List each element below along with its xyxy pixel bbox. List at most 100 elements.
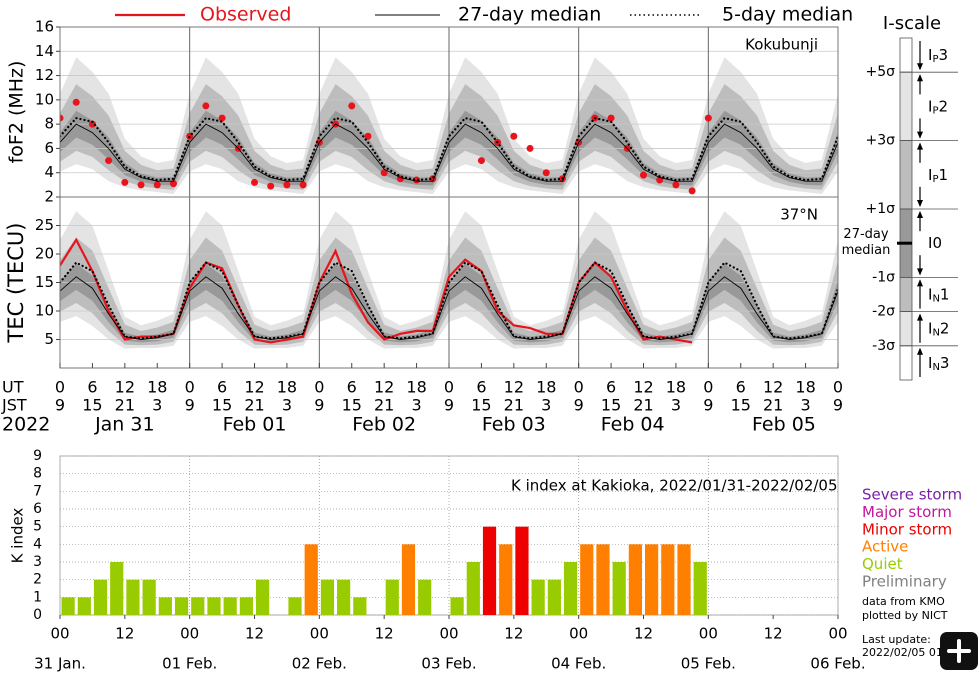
year-label: 2022 <box>2 414 50 436</box>
region-label-sub: N <box>932 294 939 305</box>
region-label-main: I <box>928 234 932 252</box>
x-tick-label: 00 <box>699 625 718 643</box>
jst-tick-label: 3 <box>541 396 551 415</box>
bar <box>628 544 642 615</box>
y-tick-label: 2 <box>33 572 42 588</box>
y-tick-label: 9 <box>33 448 42 464</box>
region-label-main: I <box>928 165 932 183</box>
jst-tick-label: 21 <box>633 396 653 415</box>
jst-tick-label: 15 <box>471 396 491 415</box>
bar <box>547 579 561 615</box>
y-tick-label: 10 <box>35 302 54 320</box>
region-label-sub: P <box>932 174 938 185</box>
arrow-head <box>917 74 923 139</box>
jst-tick-label: 15 <box>212 396 232 415</box>
note: plotted by NICT <box>862 609 948 622</box>
jst-tick-label: 9 <box>185 396 195 415</box>
observed-point <box>688 187 696 195</box>
bar <box>385 579 399 615</box>
observed-point <box>251 178 258 186</box>
jst-tick-label: 3 <box>671 396 681 415</box>
observed-point <box>477 157 485 165</box>
date-label: 04 Feb. <box>551 655 606 673</box>
y-tick-label: 16 <box>35 18 54 36</box>
bar <box>256 579 270 615</box>
date-label: Feb 02 <box>352 414 416 436</box>
jst-tick-label: 15 <box>731 396 751 415</box>
x-tick-label: 00 <box>439 625 458 643</box>
x-tick-label: 18 <box>406 378 426 397</box>
x-tick-label: 00 <box>828 625 847 643</box>
jst-tick-label: 21 <box>763 396 783 415</box>
observed-point <box>153 181 161 189</box>
level-label: -1σ <box>872 269 895 285</box>
region-label-num: 1 <box>938 165 948 183</box>
x-tick-label: 0 <box>55 378 65 397</box>
observed-point <box>88 120 96 128</box>
region-label-num: 1 <box>940 285 950 303</box>
y-tick-label: 5 <box>33 519 42 535</box>
x-tick-label: 12 <box>763 378 783 397</box>
region-label-main: I <box>928 353 932 371</box>
annotation: Kokubunji <box>745 36 818 54</box>
y-tick-label: 8 <box>44 115 54 133</box>
observed-point <box>202 102 210 110</box>
arrow-head <box>917 313 923 321</box>
y-tick-label: 4 <box>44 163 54 181</box>
jst-tick-label: 9 <box>314 396 324 415</box>
x-tick-label: 12 <box>244 378 264 397</box>
jst-tick-label: 21 <box>504 396 524 415</box>
scale-region <box>899 345 913 381</box>
y-tick-label: 12 <box>35 66 54 84</box>
jst-tick-label: 15 <box>601 396 621 415</box>
y-tick-label: 15 <box>35 273 54 291</box>
jst-tick-label: 9 <box>703 396 713 415</box>
annotation: 37°N <box>780 206 818 224</box>
y-axis-label: foF2 (MHz) <box>6 61 28 164</box>
bar <box>563 562 578 615</box>
x-tick-label: 6 <box>606 378 616 397</box>
y-tick-label: 20 <box>35 245 54 263</box>
scale-region <box>899 37 913 73</box>
date-label: 01 Feb. <box>162 655 217 673</box>
observed-point <box>72 98 80 106</box>
arrow-head <box>917 63 923 71</box>
update-note: Last update: <box>862 633 931 646</box>
bar <box>693 562 707 615</box>
observed-point <box>364 132 372 140</box>
x-tick-label: 00 <box>310 625 329 643</box>
region-label-num: 3 <box>938 46 948 64</box>
y-tick-label: 25 <box>35 216 54 234</box>
bar <box>353 597 367 615</box>
y-tick-label: 5 <box>44 330 54 348</box>
jst-tick-label: 9 <box>574 396 584 415</box>
region-label-num: 2 <box>940 319 950 337</box>
legend-label: Quiet <box>862 555 903 573</box>
observed-point <box>121 178 129 186</box>
bar <box>418 579 432 615</box>
x-tick-label: 12 <box>115 625 134 643</box>
observed-point <box>640 171 647 179</box>
observed-point <box>704 114 712 122</box>
observed-point <box>526 144 534 152</box>
level-label: -3σ <box>872 338 895 354</box>
date-label: Feb 01 <box>223 414 287 436</box>
x-tick-label: 12 <box>374 378 394 397</box>
add-button[interactable] <box>940 632 978 670</box>
scale-title: I-scale <box>883 13 941 34</box>
jst-tick-label: 21 <box>374 396 394 415</box>
legend-label: Active <box>862 538 908 556</box>
date-label: 05 Feb. <box>681 655 736 673</box>
bar <box>239 597 253 615</box>
median-label: 27-day median <box>841 227 891 258</box>
scale-region <box>899 311 913 347</box>
x-tick-label: 12 <box>245 625 264 643</box>
jst-tick-label: 15 <box>82 396 102 415</box>
bar <box>482 526 497 615</box>
observed-point <box>542 169 550 177</box>
legend-label: Observed <box>200 4 291 26</box>
x-tick-label: 18 <box>536 378 556 397</box>
bar <box>288 597 302 615</box>
x-tick-label: 00 <box>569 625 588 643</box>
